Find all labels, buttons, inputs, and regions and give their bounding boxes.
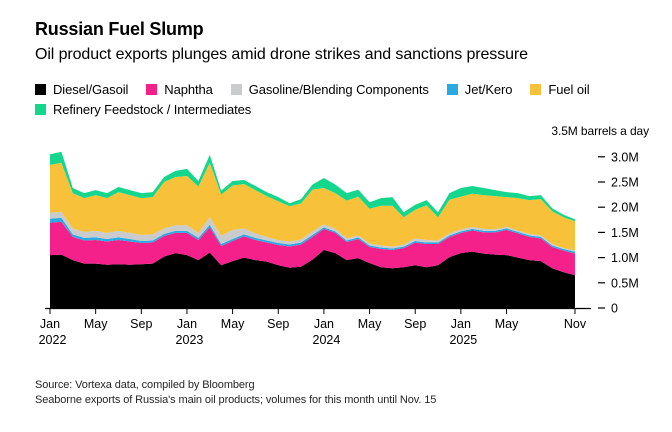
y-tick-label: 2.5M — [611, 176, 639, 190]
footnote-line: Seaborne exports of Russia's main oil pr… — [35, 394, 437, 406]
x-tick-year-label: 2024 — [313, 333, 341, 347]
y-tick-label: 1.5M — [611, 226, 639, 240]
x-tick-label: Sep — [267, 317, 289, 331]
chart-subtitle: Oil product exports plunges amid drone s… — [35, 46, 528, 63]
x-tick-label: Sep — [404, 317, 426, 331]
x-tick-label: Jan — [314, 317, 334, 331]
area-jet-kero — [50, 217, 575, 254]
legend-label: Fuel oil — [548, 82, 590, 97]
legend-swatch-icon — [35, 84, 46, 95]
area-refinery-feedstock-intermediates — [50, 151, 575, 222]
x-tick-label: Sep — [130, 317, 152, 331]
x-tick-label: Jan — [177, 317, 197, 331]
x-tick-year-label: 2025 — [449, 333, 477, 347]
area-fuel-oil — [50, 162, 575, 251]
legend-swatch-icon — [446, 84, 458, 95]
x-tick-label: May — [84, 317, 108, 331]
legend-swatch-icon — [230, 84, 242, 95]
legend-item-1: Naphtha — [146, 80, 213, 99]
x-tick-label: Jan — [451, 317, 471, 331]
y-tick-label: 3.0M — [611, 150, 639, 164]
y-axis-unit-label: 3.5M barrels a day — [551, 124, 649, 138]
area-naphtha — [50, 221, 575, 276]
legend-label: Jet/Kero — [464, 82, 513, 97]
legend-item-4: Fuel oil — [530, 80, 590, 99]
legend-swatch-icon — [146, 84, 158, 95]
legend: Diesel/Gasoil Naphtha Gasoline/Blending Co… — [35, 80, 659, 119]
y-tick-label: 0 — [611, 302, 618, 316]
legend-label: Refinery Feedstock / Intermediates — [53, 102, 252, 117]
y-tick-label: 1.0M — [611, 251, 639, 265]
area-gasoline-blending-components — [50, 211, 575, 252]
legend-label: Naphtha — [164, 82, 213, 97]
legend-item-5: Refinery Feedstock / Intermediates — [35, 100, 251, 119]
chart-title: Russian Fuel Slump — [35, 19, 204, 39]
x-tick-year-label: 2022 — [39, 333, 67, 347]
legend-swatch-icon — [530, 84, 542, 95]
legend-item-0: Diesel/Gasoil — [35, 80, 128, 99]
legend-item-3: Jet/Kero — [446, 80, 513, 99]
legend-swatch-icon — [35, 104, 46, 115]
y-tick-label: 2.0M — [611, 201, 639, 215]
legend-item-2: Gasoline/Blending Components — [230, 80, 429, 99]
x-tick-year-label: 2023 — [176, 333, 204, 347]
y-tick-label: 0.5M — [611, 276, 639, 290]
x-tick-label: May — [221, 317, 245, 331]
x-tick-label: Jan — [40, 317, 60, 331]
legend-label: Diesel/Gasoil — [53, 82, 129, 97]
source-line: Source: Vortexa data, compiled by Bloomb… — [35, 379, 255, 391]
x-tick-label: May — [358, 317, 382, 331]
legend-label: Gasoline/Blending Components — [248, 82, 429, 97]
x-tick-label: May — [495, 317, 519, 331]
x-tick-label: Nov — [564, 317, 587, 331]
area-diesel-gasoil — [50, 250, 575, 308]
